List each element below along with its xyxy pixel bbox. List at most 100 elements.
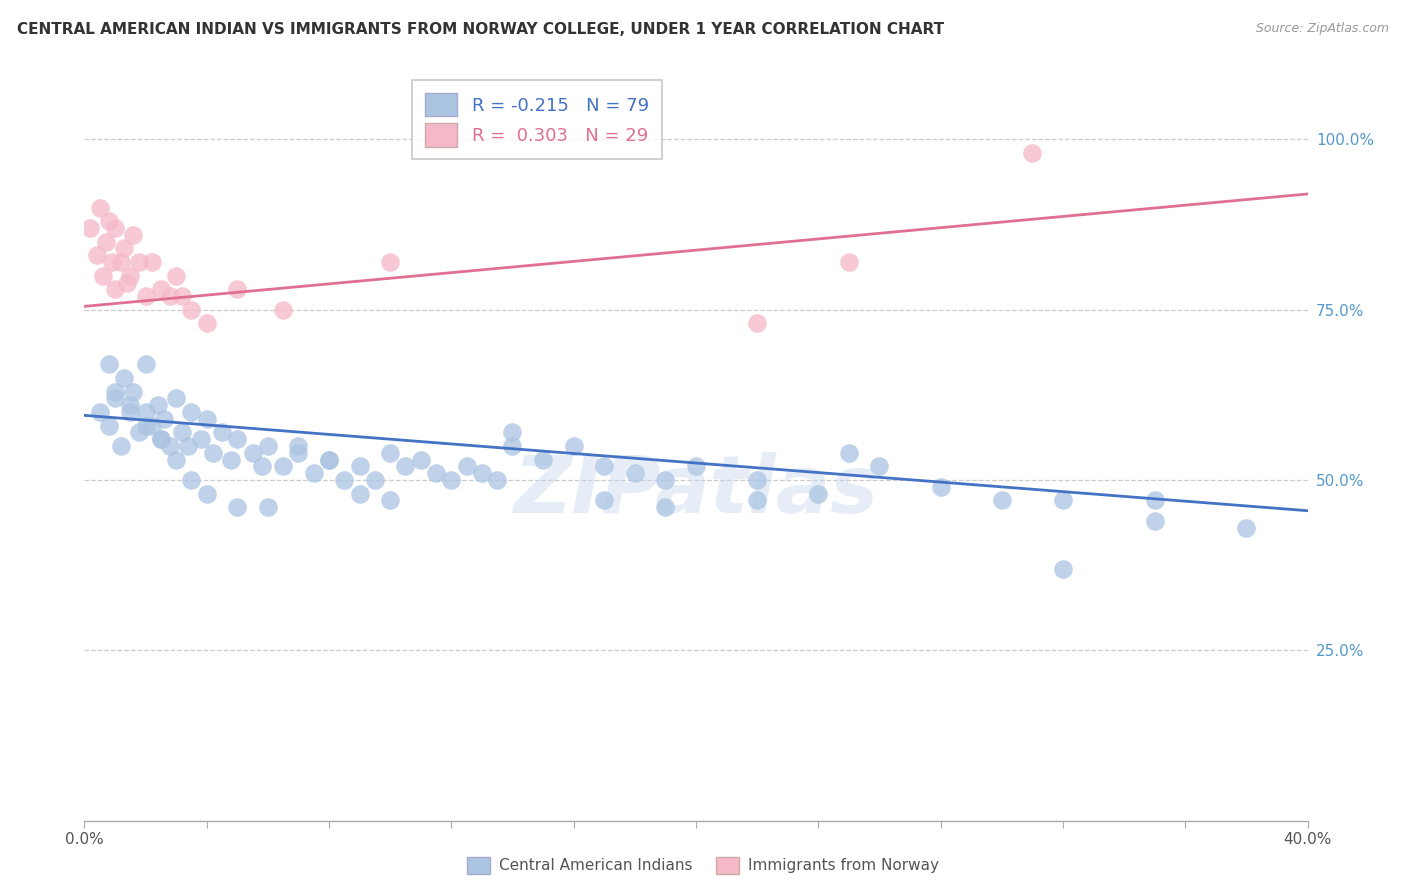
Point (79, 221, 101, 235)
Point (135, 418, 157, 433)
Point (471, 467, 494, 481)
Point (89, 405, 111, 419)
Point (135, 289, 157, 303)
Point (593, 459, 616, 474)
Point (149, 432, 172, 446)
Point (219, 452, 242, 467)
Point (201, 446, 224, 460)
Point (159, 289, 181, 303)
Point (89, 201, 111, 215)
Legend: Central American Indians, Immigrants from Norway: Central American Indians, Immigrants fro… (461, 850, 945, 880)
Point (120, 268, 142, 283)
Point (172, 289, 194, 303)
Point (271, 459, 294, 474)
Point (318, 452, 340, 467)
Point (364, 473, 387, 487)
Point (226, 432, 249, 446)
Point (486, 473, 509, 487)
Point (86, 248, 108, 262)
Point (531, 452, 554, 467)
Point (122, 384, 145, 399)
Point (226, 500, 249, 515)
Point (195, 411, 218, 425)
Text: Source: ZipAtlas.com: Source: ZipAtlas.com (1256, 22, 1389, 36)
Point (287, 439, 309, 453)
Text: ZIPatlas: ZIPatlas (513, 452, 879, 530)
Point (104, 221, 127, 235)
Point (172, 425, 194, 440)
Point (165, 452, 187, 467)
Point (242, 446, 264, 460)
Point (180, 473, 202, 487)
Point (349, 486, 371, 500)
Point (104, 384, 127, 399)
Point (929, 480, 952, 494)
Point (380, 255, 402, 269)
Point (654, 500, 676, 515)
Point (1143, 493, 1166, 508)
Point (287, 446, 309, 460)
Point (380, 446, 402, 460)
Point (128, 255, 150, 269)
Point (409, 452, 432, 467)
Point (177, 439, 200, 453)
Point (349, 459, 371, 474)
Point (562, 439, 585, 453)
Point (1052, 493, 1074, 508)
Point (302, 467, 325, 481)
Point (747, 317, 769, 331)
Point (97, 214, 120, 228)
Point (838, 446, 860, 460)
Point (112, 242, 135, 256)
Point (394, 459, 416, 474)
Point (149, 432, 172, 446)
Point (226, 282, 249, 296)
Point (257, 500, 280, 515)
Point (146, 398, 169, 412)
Point (104, 392, 127, 406)
Point (159, 439, 181, 453)
Point (440, 473, 463, 487)
Point (624, 467, 647, 481)
Point (190, 432, 212, 446)
Point (838, 255, 860, 269)
Point (110, 439, 132, 453)
Point (120, 398, 142, 412)
Point (135, 357, 157, 371)
Point (1236, 521, 1258, 535)
Point (502, 439, 524, 453)
Point (101, 255, 124, 269)
Point (1052, 561, 1074, 575)
Point (135, 405, 157, 419)
Point (318, 452, 340, 467)
Point (747, 493, 769, 508)
Point (91, 268, 114, 283)
Point (456, 459, 478, 474)
Point (502, 425, 524, 440)
Point (122, 227, 145, 242)
Point (685, 459, 707, 474)
Point (271, 302, 294, 317)
Point (593, 493, 616, 508)
Point (128, 425, 150, 440)
Point (153, 411, 176, 425)
Point (115, 276, 138, 290)
Point (180, 302, 202, 317)
Point (195, 486, 218, 500)
Point (141, 255, 163, 269)
Point (180, 405, 202, 419)
Point (165, 392, 187, 406)
Point (333, 473, 356, 487)
Point (141, 418, 163, 433)
Point (94, 235, 117, 249)
Point (425, 467, 447, 481)
Point (654, 473, 676, 487)
Point (807, 486, 830, 500)
Point (991, 493, 1014, 508)
Legend: R = -0.215   N = 79, R =  0.303   N = 29: R = -0.215 N = 79, R = 0.303 N = 29 (412, 80, 662, 160)
Point (250, 459, 273, 474)
Point (257, 439, 280, 453)
Point (747, 473, 769, 487)
Point (211, 425, 233, 440)
Point (97, 357, 120, 371)
